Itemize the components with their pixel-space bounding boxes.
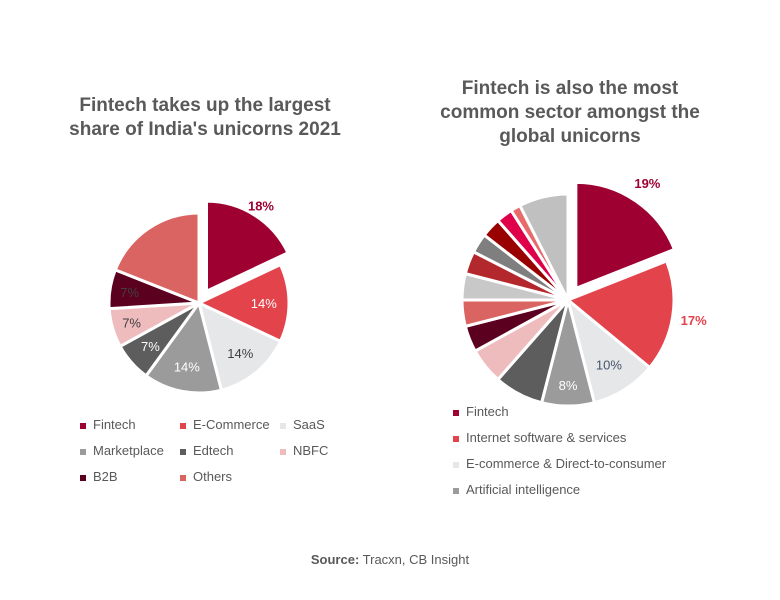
data-label: 14% [251, 296, 277, 311]
pie-slice-e-commerce [195, 262, 291, 344]
legend-label: Edtech [193, 443, 234, 458]
legend-label: SaaS [293, 417, 325, 432]
left-chart-title: Fintech takes up the largest share of In… [69, 95, 341, 140]
data-label: 8% [559, 378, 578, 393]
legend-label: Internet software & services [466, 430, 627, 445]
pie-slice-saas [196, 300, 283, 392]
source-label: Source: [310, 552, 360, 567]
legend-label: E-commerce & Direct-to-consumer [466, 456, 667, 471]
pie-slice-marketplace [144, 299, 224, 395]
legend-item: Artificial intelligence [453, 482, 580, 497]
legend-item: SaaS [280, 417, 325, 432]
source-note: Source: Tracxn, CB Insight [0, 552, 780, 567]
data-label: 7% [141, 339, 160, 354]
legend-swatch [180, 448, 186, 455]
legend-item: Edtech [180, 443, 233, 458]
data-label: 19% [634, 176, 660, 191]
legend-item: B2B [80, 469, 118, 484]
legend-item: Fintech [453, 404, 509, 419]
pie-slice-fintech [205, 199, 290, 294]
legend-label: E-Commerce [193, 417, 270, 432]
legend-swatch [453, 461, 459, 468]
legend-item: E-Commerce [180, 417, 270, 432]
legend-swatch [80, 422, 86, 429]
legend-item: Fintech [80, 417, 136, 432]
legend-label: Artificial intelligence [466, 482, 581, 497]
data-label: 7% [122, 316, 141, 331]
legend-swatch [280, 448, 286, 455]
legend-label: Fintech [93, 417, 136, 432]
legend-label: Marketplace [93, 443, 164, 458]
legend-swatch [453, 409, 459, 416]
pie-slice-fintech [574, 180, 677, 291]
source-text: Tracxn, CB Insight [359, 552, 470, 567]
legend-item: Marketplace [80, 443, 164, 458]
legend-swatch [280, 422, 286, 429]
legend-item: Others [180, 469, 232, 484]
legend-item: NBFC [280, 443, 328, 458]
legend-item: E-commerce & Direct-to-consumer [453, 456, 666, 471]
data-label: 14% [174, 360, 200, 375]
pie-slice-internet-software-services [565, 259, 676, 370]
legend-label: Others [193, 469, 233, 484]
legend-label: NBFC [293, 443, 329, 458]
legend-swatch [80, 474, 86, 481]
data-label: 18% [248, 198, 274, 213]
data-label: 7% [120, 285, 139, 300]
legend-swatch [180, 474, 186, 481]
legend-swatch [453, 435, 459, 442]
data-label: 10% [596, 357, 622, 372]
legend-swatch [180, 422, 186, 429]
right-chart-title: Fintech is also the most common sector a… [440, 78, 700, 147]
data-label: 14% [227, 346, 253, 361]
legend-swatch [80, 448, 86, 455]
legend-swatch [453, 487, 459, 494]
legend-label: Fintech [466, 404, 509, 419]
legend-item: Internet software & services [453, 430, 626, 445]
data-label: 17% [681, 313, 707, 328]
pie-slice-others [113, 211, 201, 306]
pie-slice-other-14 [517, 192, 570, 301]
legend-label: B2B [93, 469, 118, 484]
